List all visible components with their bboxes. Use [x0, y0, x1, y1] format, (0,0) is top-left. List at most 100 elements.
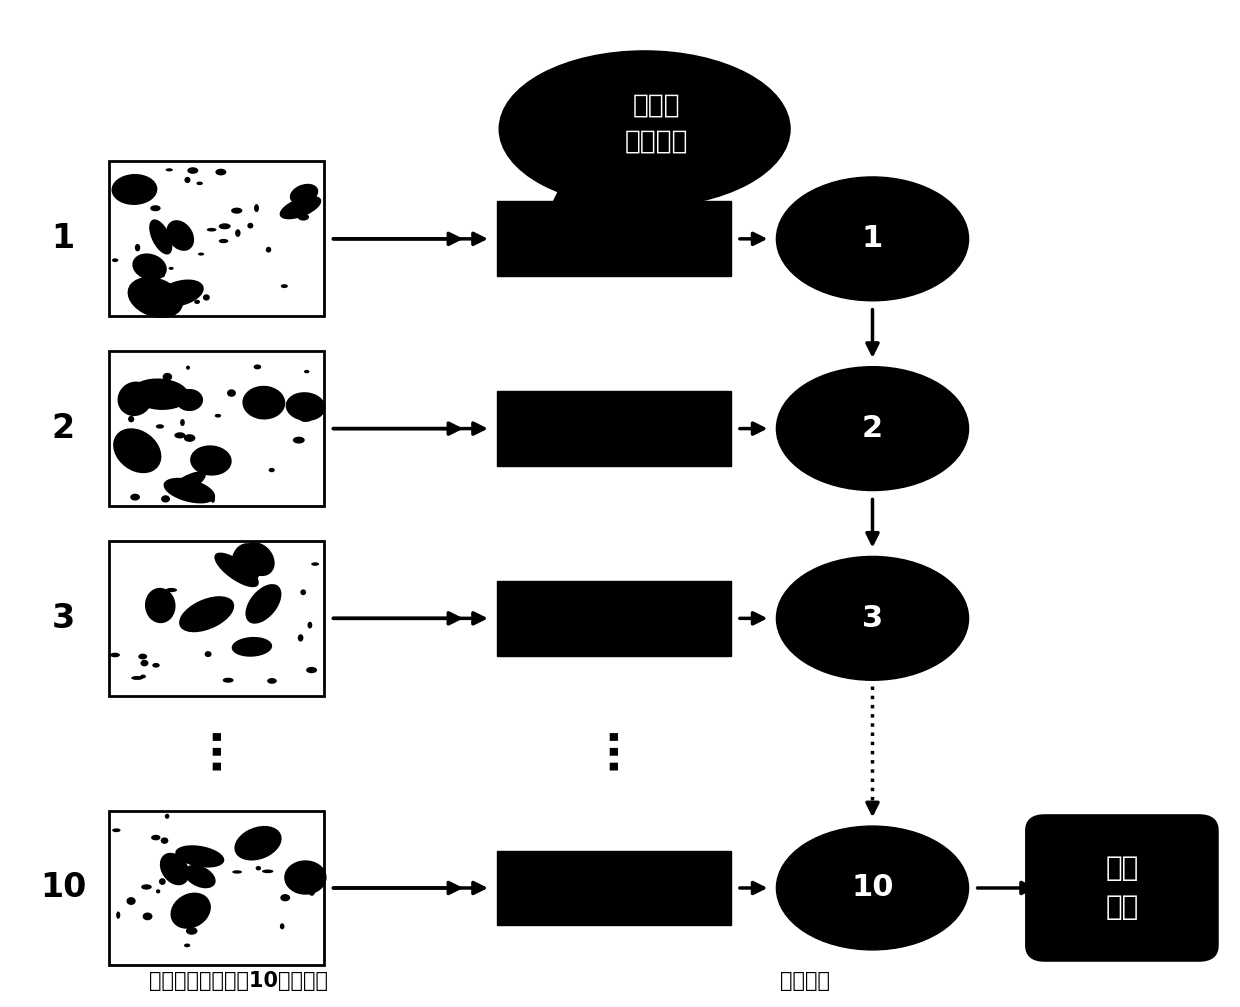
Ellipse shape: [117, 911, 120, 918]
Ellipse shape: [280, 894, 290, 901]
Ellipse shape: [279, 195, 321, 220]
Ellipse shape: [150, 205, 161, 211]
Ellipse shape: [184, 944, 190, 948]
Ellipse shape: [242, 846, 252, 852]
FancyBboxPatch shape: [109, 811, 325, 966]
Text: 1: 1: [862, 225, 883, 254]
Ellipse shape: [112, 829, 120, 832]
Text: 3: 3: [862, 604, 883, 632]
Ellipse shape: [280, 923, 284, 929]
FancyBboxPatch shape: [109, 541, 325, 696]
Ellipse shape: [153, 663, 160, 668]
Ellipse shape: [175, 432, 186, 438]
Ellipse shape: [159, 878, 166, 885]
FancyBboxPatch shape: [497, 581, 730, 656]
Ellipse shape: [175, 845, 224, 868]
Ellipse shape: [156, 889, 160, 893]
Ellipse shape: [216, 169, 227, 175]
FancyBboxPatch shape: [497, 201, 730, 276]
Ellipse shape: [207, 228, 217, 232]
Ellipse shape: [309, 890, 315, 896]
Ellipse shape: [218, 239, 228, 244]
Text: 异常
判断: 异常 判断: [1105, 855, 1138, 921]
Ellipse shape: [267, 678, 277, 684]
Ellipse shape: [254, 204, 259, 212]
FancyBboxPatch shape: [109, 161, 325, 316]
Ellipse shape: [166, 221, 195, 251]
Ellipse shape: [143, 912, 153, 920]
Ellipse shape: [300, 418, 311, 422]
Ellipse shape: [268, 845, 277, 851]
Ellipse shape: [130, 379, 188, 410]
Text: 阳性置信度最高的10个视野图: 阳性置信度最高的10个视野图: [149, 971, 327, 991]
Ellipse shape: [227, 390, 236, 397]
Ellipse shape: [500, 51, 790, 206]
Ellipse shape: [306, 667, 317, 674]
Ellipse shape: [311, 562, 319, 566]
Ellipse shape: [223, 678, 233, 683]
Ellipse shape: [162, 373, 172, 381]
Text: ⋯: ⋯: [593, 726, 635, 770]
FancyBboxPatch shape: [497, 391, 730, 466]
Ellipse shape: [131, 676, 144, 680]
Text: 代表性
图像特征: 代表性 图像特征: [625, 93, 688, 155]
Ellipse shape: [164, 374, 171, 378]
Ellipse shape: [218, 224, 231, 230]
Ellipse shape: [298, 634, 304, 641]
Ellipse shape: [203, 294, 210, 301]
Ellipse shape: [247, 223, 253, 229]
Ellipse shape: [265, 247, 272, 253]
Ellipse shape: [298, 213, 309, 221]
Ellipse shape: [161, 271, 165, 278]
Ellipse shape: [175, 478, 181, 486]
Ellipse shape: [171, 294, 179, 298]
Ellipse shape: [140, 660, 149, 667]
Ellipse shape: [195, 300, 200, 304]
Ellipse shape: [149, 220, 172, 255]
Ellipse shape: [280, 284, 288, 288]
Ellipse shape: [185, 177, 191, 183]
Ellipse shape: [176, 389, 203, 411]
Ellipse shape: [160, 853, 190, 885]
Ellipse shape: [169, 267, 174, 270]
Text: 1: 1: [52, 223, 74, 256]
Ellipse shape: [165, 397, 169, 400]
Ellipse shape: [128, 277, 184, 318]
Ellipse shape: [165, 588, 177, 592]
Ellipse shape: [184, 434, 196, 442]
FancyBboxPatch shape: [109, 351, 325, 506]
Ellipse shape: [242, 386, 285, 420]
Ellipse shape: [118, 187, 125, 191]
Ellipse shape: [239, 842, 250, 847]
Ellipse shape: [262, 869, 274, 873]
Ellipse shape: [250, 839, 262, 843]
Ellipse shape: [135, 244, 140, 252]
Ellipse shape: [161, 495, 170, 502]
Ellipse shape: [304, 370, 310, 374]
Ellipse shape: [254, 365, 262, 370]
Ellipse shape: [215, 553, 259, 587]
Ellipse shape: [776, 557, 968, 681]
Text: ⋯: ⋯: [195, 726, 238, 770]
Ellipse shape: [128, 416, 134, 422]
Ellipse shape: [165, 814, 170, 819]
Ellipse shape: [162, 284, 167, 290]
Ellipse shape: [186, 366, 190, 370]
Ellipse shape: [156, 280, 203, 307]
Text: 10: 10: [40, 871, 87, 904]
Ellipse shape: [284, 860, 326, 894]
Ellipse shape: [290, 184, 319, 204]
Ellipse shape: [161, 838, 169, 844]
Ellipse shape: [139, 654, 148, 660]
Ellipse shape: [140, 675, 146, 679]
Ellipse shape: [195, 491, 200, 495]
Ellipse shape: [196, 181, 203, 185]
Ellipse shape: [269, 468, 275, 472]
Ellipse shape: [293, 437, 305, 444]
Ellipse shape: [776, 177, 968, 301]
Ellipse shape: [201, 909, 206, 915]
Ellipse shape: [190, 445, 232, 475]
Ellipse shape: [156, 424, 164, 429]
Ellipse shape: [164, 477, 216, 504]
Ellipse shape: [141, 884, 151, 889]
